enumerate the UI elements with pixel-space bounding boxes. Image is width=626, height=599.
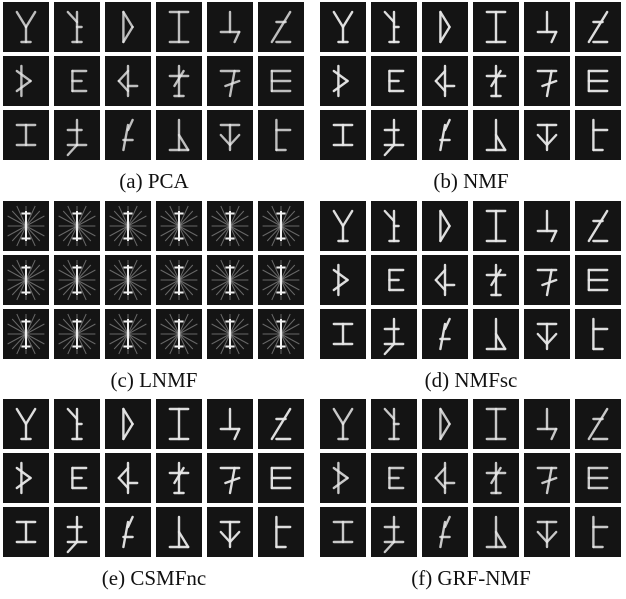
basis-image [422,201,468,251]
panel [320,201,621,359]
caption: (b) NMF [433,169,508,193]
panel [3,201,304,359]
basis-image [422,2,468,52]
basis-image [524,56,570,106]
panel [320,399,621,557]
basis-image [320,453,366,503]
basis-image [422,110,468,160]
basis-image [524,453,570,503]
basis-image [3,56,49,106]
caption: (f) GRF-NMF [411,566,531,590]
caption: (a) PCA [119,169,189,193]
basis-image [207,453,253,503]
basis-image [105,399,151,449]
basis-image [320,56,366,106]
basis-image [422,507,468,557]
basis-image [105,507,151,557]
basis-image [524,255,570,305]
panel [320,2,621,160]
panel [3,2,304,160]
basis-image [105,110,151,160]
basis-image [575,507,621,557]
caption: (c) LNMF [111,368,198,392]
caption: (e) CSMFnc [102,566,206,590]
basis-image [320,255,366,305]
caption: (d) NMFsc [425,368,518,392]
basis-image [258,507,304,557]
basis-image [575,110,621,160]
basis-image [258,110,304,160]
basis-image [422,309,468,359]
basis-image [3,453,49,503]
panel [3,399,304,557]
basis-image [422,399,468,449]
basis-image [575,309,621,359]
basis-image [105,2,151,52]
basis-image [207,56,253,106]
figure: (a) PCA (b) NMF (c) LNMF (d) NMFsc (e) CSMFn… [0,0,626,599]
